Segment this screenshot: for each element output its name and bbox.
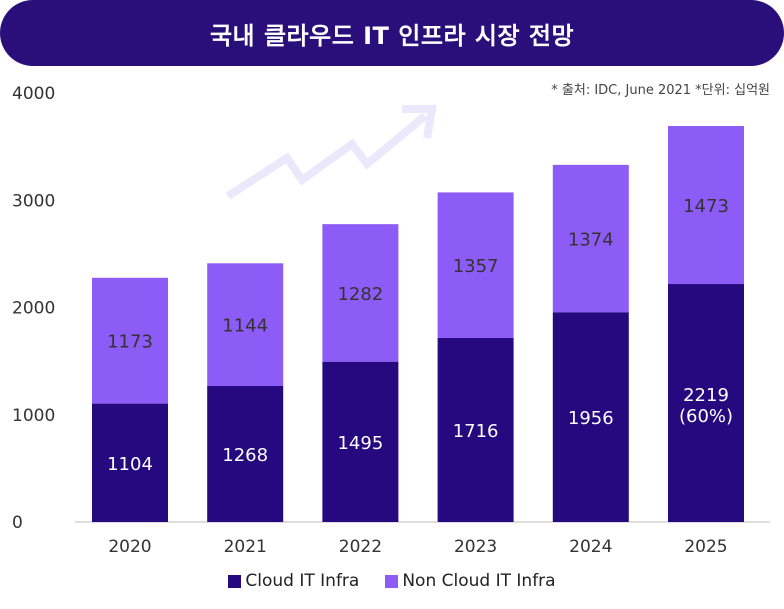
legend-label-cloud: Cloud IT Infra bbox=[245, 571, 360, 591]
legend-item-non-cloud: Non Cloud IT Infra bbox=[385, 571, 556, 591]
trend-arrow-line bbox=[225, 112, 428, 200]
legend-item-cloud: Cloud IT Infra bbox=[228, 571, 359, 591]
x-tick-label-2022: 2022 bbox=[339, 537, 382, 557]
data-label-cloud-2024: 1956 bbox=[568, 408, 614, 429]
bar-cloud-2023 bbox=[437, 337, 514, 522]
trend-arrow-icon bbox=[225, 105, 437, 200]
bar-cloud-2025 bbox=[668, 284, 744, 522]
data-label-non-cloud-2022: 1282 bbox=[337, 284, 383, 305]
y-tick-label: 2000 bbox=[12, 299, 55, 319]
y-axis: 0 1000 2000 3000 4000 bbox=[12, 84, 770, 533]
source-note: * 출처: IDC, June 2021 *단위: 십억원 bbox=[551, 83, 770, 98]
legend-swatch-non-cloud bbox=[385, 574, 399, 588]
data-label-non-cloud-2023: 1357 bbox=[453, 256, 499, 277]
x-tick-label-2024: 2024 bbox=[569, 537, 612, 557]
legend-swatch-cloud bbox=[228, 574, 242, 588]
title-banner: 국내 클라우드 IT 인프라 시장 전망 bbox=[0, 0, 784, 66]
legend-label-non-cloud: Non Cloud IT Infra bbox=[402, 571, 556, 591]
data-label-cloud-2025: 2219 bbox=[683, 385, 729, 406]
bar-non-cloud-2021 bbox=[207, 263, 284, 387]
bar-cloud-2024 bbox=[552, 312, 629, 522]
bar-cloud-2020 bbox=[92, 403, 168, 522]
data-label-cloud-2022: 1495 bbox=[337, 433, 383, 454]
x-tick-label-2021: 2021 bbox=[224, 537, 267, 557]
x-tick-label-2025: 2025 bbox=[684, 537, 727, 557]
bar-non-cloud-2020 bbox=[92, 277, 168, 404]
bar-non-cloud-2022 bbox=[322, 224, 399, 362]
data-label-share-2025: (60%) bbox=[679, 406, 733, 427]
data-label-non-cloud-2020: 1173 bbox=[107, 332, 153, 353]
chart-title: 국내 클라우드 IT 인프라 시장 전망 bbox=[209, 21, 575, 50]
y-tick-label: 3000 bbox=[12, 191, 55, 211]
bar-non-cloud-2023 bbox=[437, 192, 514, 338]
data-label-cloud-2021: 1268 bbox=[222, 445, 268, 466]
data-label-cloud-2023: 1716 bbox=[453, 421, 499, 442]
x-tick-label-2023: 2023 bbox=[454, 537, 497, 557]
x-tick-label-2020: 2020 bbox=[108, 537, 151, 557]
bar-non-cloud-2024 bbox=[552, 164, 629, 313]
data-label-cloud-2020: 1104 bbox=[107, 454, 153, 475]
bar-cloud-2021 bbox=[207, 386, 284, 522]
y-tick-label: 0 bbox=[12, 513, 23, 533]
data-label-non-cloud-2024: 1374 bbox=[568, 230, 614, 251]
bar-cloud-2022 bbox=[322, 361, 399, 522]
y-tick-label: 4000 bbox=[12, 84, 55, 104]
trend-arrow-head bbox=[402, 105, 437, 139]
y-tick-label: 1000 bbox=[12, 406, 55, 426]
legend: Cloud IT Infra Non Cloud IT Infra bbox=[0, 571, 784, 591]
data-label-non-cloud-2021: 1144 bbox=[222, 316, 268, 337]
data-label-non-cloud-2025: 1473 bbox=[683, 196, 729, 217]
bars: 1104 1173 2020 1268 1144 2021 1495 1282 2022 1716… bbox=[92, 126, 744, 557]
bar-non-cloud-2025 bbox=[668, 126, 744, 285]
